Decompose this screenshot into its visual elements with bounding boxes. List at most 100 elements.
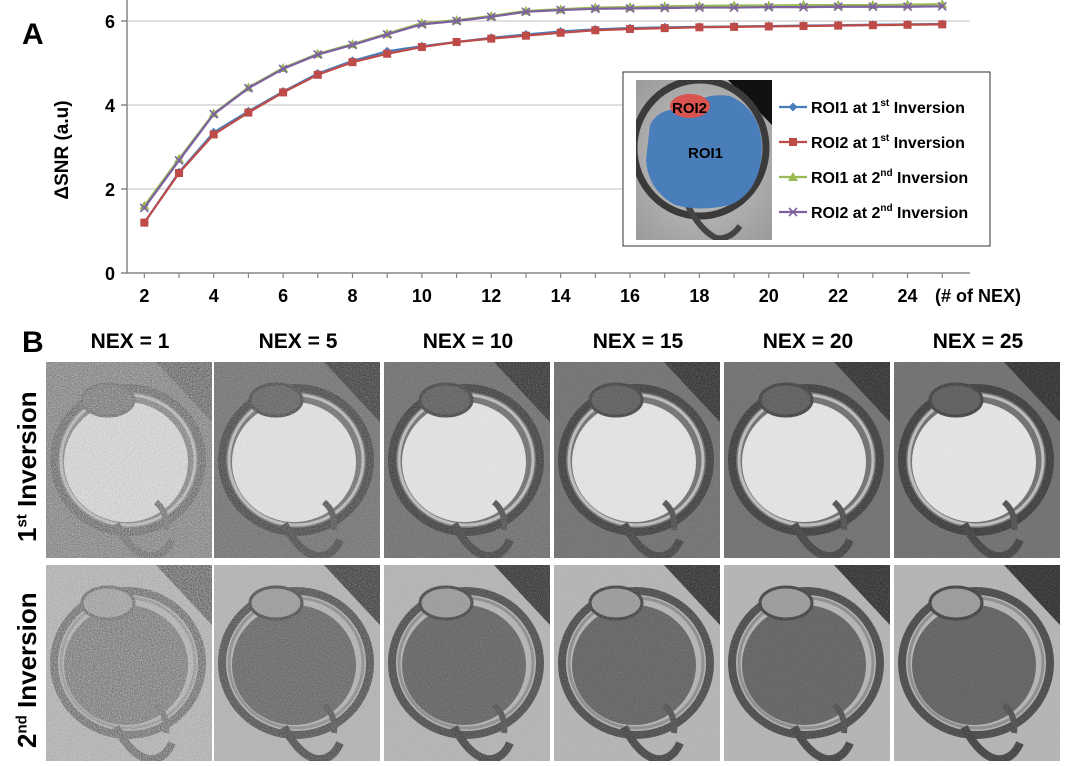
x-tick-label: 14 bbox=[551, 286, 571, 306]
column-title: NEX = 1 bbox=[90, 330, 170, 353]
data-point bbox=[174, 153, 185, 163]
data-point bbox=[764, 2, 774, 12]
x-tick-label: 18 bbox=[689, 286, 709, 306]
data-point bbox=[764, 22, 773, 31]
y-tick-label: 0 bbox=[105, 264, 115, 284]
legend-label: ROI1 at 2nd Inversion bbox=[811, 168, 968, 187]
data-point bbox=[868, 21, 877, 30]
panel-a-label: A bbox=[22, 18, 44, 51]
y-axis-title: ΔSNR (a.u) bbox=[52, 100, 73, 199]
legend-entry-2: ROI2 at 1st Inversion bbox=[779, 133, 965, 152]
data-point bbox=[139, 200, 150, 210]
x-tick-label: 8 bbox=[347, 286, 357, 306]
data-point bbox=[695, 23, 704, 32]
data-point bbox=[486, 12, 496, 22]
mri-image bbox=[554, 565, 720, 761]
column-title: NEX = 10 bbox=[422, 330, 514, 353]
data-point bbox=[348, 58, 357, 67]
legend-entry-1: ROI1 at 1st Inversion bbox=[779, 98, 965, 117]
roi1-region bbox=[646, 95, 762, 209]
mri-image bbox=[724, 362, 890, 558]
x-axis-title: (# of NEX) bbox=[935, 286, 1021, 306]
mri-image bbox=[894, 565, 1060, 761]
data-point bbox=[452, 16, 462, 26]
data-point bbox=[174, 155, 184, 166]
roi2-label: ROI2 bbox=[672, 100, 707, 117]
data-point bbox=[244, 108, 253, 117]
data-point bbox=[902, 2, 913, 12]
data-point bbox=[313, 50, 323, 60]
data-point bbox=[660, 3, 670, 13]
data-point bbox=[452, 38, 461, 46]
chart-series bbox=[139, 0, 948, 228]
y-tick-label: 2 bbox=[105, 180, 115, 200]
data-point bbox=[625, 3, 635, 13]
column-title: NEX = 25 bbox=[932, 330, 1024, 353]
data-point bbox=[521, 7, 531, 17]
legend: ROI2 ROI1 ROI1 at 1st Inversion ROI2 at 1… bbox=[622, 71, 991, 247]
data-point bbox=[521, 31, 530, 40]
series-line bbox=[143, 23, 943, 224]
mri-image bbox=[46, 362, 212, 558]
data-point bbox=[556, 5, 566, 15]
series-2 bbox=[140, 20, 947, 227]
data-point bbox=[590, 4, 600, 14]
x-tick-label: 22 bbox=[828, 286, 848, 306]
mri-image bbox=[894, 362, 1060, 558]
data-point bbox=[730, 22, 739, 31]
data-point bbox=[868, 2, 878, 12]
panel-b-label: B bbox=[22, 326, 44, 359]
column-title: NEX = 5 bbox=[258, 330, 338, 353]
data-point bbox=[313, 70, 322, 79]
column-title: NEX = 20 bbox=[762, 330, 854, 353]
data-point bbox=[279, 88, 288, 97]
data-point bbox=[417, 19, 427, 29]
mri-image bbox=[214, 362, 380, 558]
x-tick-label: 20 bbox=[759, 286, 779, 306]
column-title: NEX = 15 bbox=[592, 330, 684, 353]
data-point bbox=[799, 22, 808, 31]
data-point bbox=[417, 43, 426, 52]
data-point bbox=[243, 83, 253, 93]
inset-image: ROI2 ROI1 bbox=[636, 80, 772, 240]
data-point bbox=[694, 2, 704, 13]
mri-image bbox=[46, 565, 212, 761]
data-point bbox=[175, 169, 184, 178]
data-point bbox=[556, 28, 565, 37]
data-point bbox=[347, 40, 358, 50]
x-tick-label: 12 bbox=[481, 286, 501, 306]
mri-image bbox=[384, 565, 550, 761]
series-line bbox=[143, 5, 943, 209]
roi2-region bbox=[670, 94, 710, 118]
x-tick-label: 16 bbox=[620, 286, 640, 306]
roi1-label: ROI1 bbox=[688, 145, 723, 162]
row-label-1: 1st Inversion bbox=[12, 391, 42, 542]
x-tick-label: 6 bbox=[278, 286, 288, 306]
mri-image bbox=[214, 565, 380, 761]
legend-entry-4: ROI2 at 2nd Inversion bbox=[779, 203, 968, 222]
row-label-2: 2nd Inversion bbox=[12, 592, 42, 748]
legend-label: ROI1 at 1st Inversion bbox=[811, 98, 965, 117]
y-tick-label: 6 bbox=[105, 12, 115, 32]
data-point bbox=[383, 49, 392, 58]
legend-entry-3: ROI1 at 2nd Inversion bbox=[779, 168, 968, 187]
y-tick-label: 4 bbox=[105, 96, 115, 116]
legend-swatch-marker bbox=[788, 207, 798, 217]
x-tick-label: 2 bbox=[139, 286, 149, 306]
data-point bbox=[140, 218, 149, 227]
x-tick-label: 4 bbox=[209, 286, 219, 306]
data-point bbox=[834, 21, 843, 30]
mri-image bbox=[554, 362, 720, 558]
series-4 bbox=[139, 1, 947, 213]
legend-entries: ROI1 at 1st Inversion ROI2 at 1st Inversi… bbox=[779, 98, 968, 222]
data-point bbox=[903, 20, 912, 29]
data-point bbox=[833, 2, 843, 12]
legend-swatch-marker bbox=[789, 138, 797, 146]
data-point bbox=[278, 64, 288, 74]
legend-label: ROI2 at 2nd Inversion bbox=[811, 203, 968, 222]
x-tick-label: 24 bbox=[898, 286, 918, 306]
data-point bbox=[626, 24, 635, 33]
x-tick-label: 10 bbox=[412, 286, 432, 306]
